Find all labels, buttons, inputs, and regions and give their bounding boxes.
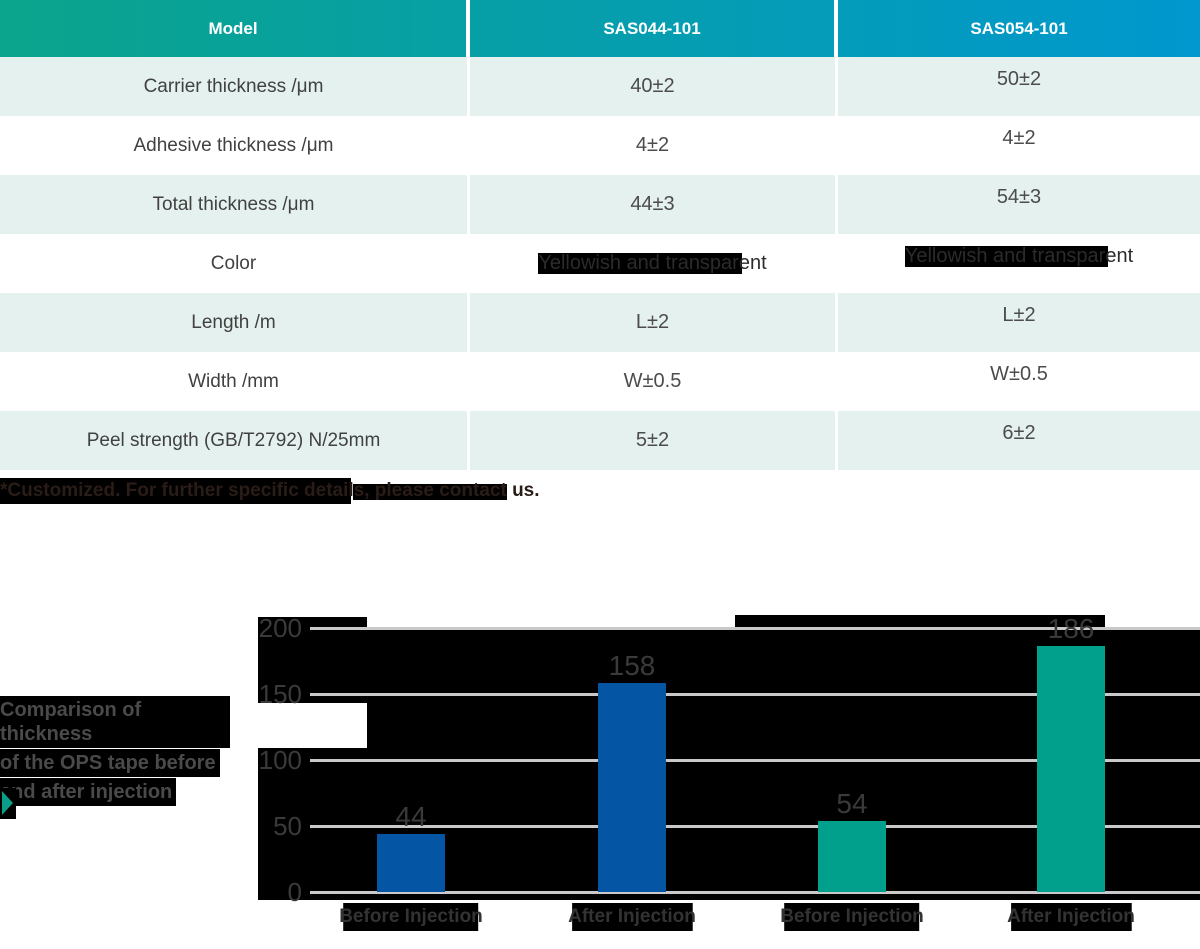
header-cell-sas054: SAS054-101 [970, 18, 1068, 38]
row-label: Adhesive thickness /μm [0, 116, 470, 175]
row-value: W±0.5 [470, 352, 838, 411]
value-highlight-box [538, 253, 742, 274]
y-axis-tick-label: 50 [273, 811, 302, 841]
bar-value-label: 44 [395, 801, 427, 832]
row-label: Carrier thickness /μm [0, 57, 470, 116]
table-row: Total thickness /μm 44±3 54±3 [0, 175, 1200, 234]
chart-black-background [258, 617, 367, 900]
header-cell-sas044: SAS044-101 [470, 0, 838, 57]
row-value: Yellowish and transparent [470, 234, 838, 293]
chart-x-labels: Before Injection After Injection Before In… [0, 903, 1200, 933]
x-axis-category-label: Before Injection [336, 903, 486, 931]
gridline [310, 693, 1200, 696]
table-row: Adhesive thickness /μm 4±2 4±2 [0, 116, 1200, 175]
row-label: Total thickness /μm [0, 175, 470, 234]
table-row: Width /mm W±0.5 W±0.5 [0, 352, 1200, 411]
chart-area: 0 50 100 150 200 44 158 54 186 [258, 613, 1200, 907]
row-value: 4±2 [1002, 127, 1036, 149]
row-label: Color [0, 234, 470, 293]
bar [598, 683, 666, 892]
bar-value-label: 158 [608, 650, 656, 681]
chart-title: Comparison of thickness of the OPS tape b… [0, 696, 230, 807]
row-value: 4±2 [470, 116, 838, 175]
y-axis-tick-label: 100 [258, 745, 302, 775]
spec-table: Model SAS044-101 SAS054-101 Carrier thic… [0, 0, 1200, 470]
footnote-highlight-box [353, 484, 508, 500]
spec-table-body: Carrier thickness /μm 40±2 50±2 Adhesive th… [0, 57, 1200, 470]
chart-white-gap [258, 703, 367, 748]
gridline [310, 627, 1200, 630]
row-value: L±2 [470, 293, 838, 352]
header-cell-model: Model [0, 0, 470, 57]
row-value: 44±3 [470, 175, 838, 234]
footnote-highlight-box [0, 478, 351, 504]
chart-title-line: and after injection [0, 778, 230, 806]
row-label: Peel strength (GB/T2792) N/25mm [0, 411, 470, 470]
row-label: Length /m [0, 293, 470, 352]
footnote-highlight-wrap: *Customized. For further specific detail… [0, 478, 540, 504]
chart-marker [0, 788, 16, 819]
value-highlight-box [904, 246, 1109, 267]
value-text: Yellowish and transparent [538, 252, 767, 274]
bar [1037, 646, 1105, 892]
table-row: Color Yellowish and transparent Yellowish … [0, 234, 1200, 293]
value-text: Yellowish and transparent [904, 245, 1134, 267]
y-axis-tick-label: 0 [287, 877, 302, 907]
bar-value-label: 54 [836, 788, 868, 819]
footnote-text: *Customized. For further specific detail… [0, 480, 540, 501]
row-value: 40±2 [470, 57, 838, 116]
table-row: Carrier thickness /μm 40±2 50±2 [0, 57, 1200, 116]
row-value: 6±2 [1002, 422, 1036, 444]
row-value: L±2 [1002, 304, 1036, 326]
bar [818, 821, 886, 892]
gridline [310, 891, 1200, 894]
gridline [310, 759, 1200, 762]
row-value: 50±2 [996, 68, 1042, 90]
chart-black-background [735, 615, 1105, 628]
footnote: *Customized. For further specific detail… [0, 478, 540, 504]
row-label: Width /mm [0, 352, 470, 411]
x-axis-category-label: Before Injection [777, 903, 927, 931]
y-axis-tick-label: 200 [258, 613, 302, 643]
row-value: 54±3 [996, 186, 1042, 208]
x-axis-category-label: After Injection [565, 903, 699, 931]
bar-value-label: 186 [1047, 613, 1095, 644]
table-row: Peel strength (GB/T2792) N/25mm 5±2 6±2 [0, 411, 1200, 470]
bar [377, 834, 445, 892]
chart-title-line: of the OPS tape before [0, 749, 230, 777]
y-axis-tick-label: 150 [258, 679, 302, 709]
row-value: Yellowish and transparent [838, 234, 1200, 293]
table-row: Length /m L±2 L±2 [0, 293, 1200, 352]
row-value: 5±2 [470, 411, 838, 470]
gridline [310, 825, 1200, 828]
chart-title-line: Comparison of thickness [0, 696, 230, 748]
row-value: W±0.5 [990, 363, 1048, 385]
x-axis-category-label: After Injection [1004, 903, 1138, 931]
spec-table-header-row: Model SAS044-101 SAS054-101 [0, 0, 1200, 57]
play-triangle-icon [2, 791, 13, 815]
